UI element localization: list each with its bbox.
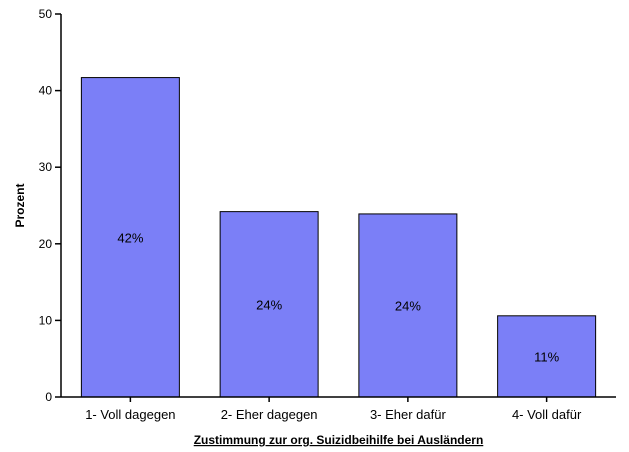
bar-data-label: 24% [395,298,421,313]
bar-data-label: 24% [256,297,282,312]
data-labels-group: 42% 24% 24% 11% [117,230,559,364]
y-tick-label: 20 [39,237,53,251]
bar [80,77,180,398]
bar [497,315,597,398]
x-category-label: 4- Voll dafür [512,407,582,422]
x-category-label: 1- Voll dagegen [85,407,175,422]
x-axis-title: Zustimmung zur org. Suizidbeihilfe bei A… [194,433,484,447]
y-axis-ticks: 0 10 20 30 40 50 [39,7,61,404]
x-category-label: 2- Eher dagegen [221,407,318,422]
y-tick-label: 40 [39,84,53,98]
y-tick-label: 30 [39,160,53,174]
bars-group [80,77,597,398]
y-axis-title: Prozent [13,183,27,227]
bar-data-label: 11% [534,349,559,364]
y-tick-label: 50 [39,7,53,21]
bar [358,213,458,398]
bar [219,211,319,398]
bar-data-label: 42% [117,230,143,245]
y-tick-label: 10 [39,313,53,327]
x-axis-ticks: 1- Voll dagegen 2- Eher dagegen 3- Eher da… [85,397,582,422]
x-category-label: 3- Eher dafür [370,407,447,422]
y-tick-label: 0 [45,390,52,404]
